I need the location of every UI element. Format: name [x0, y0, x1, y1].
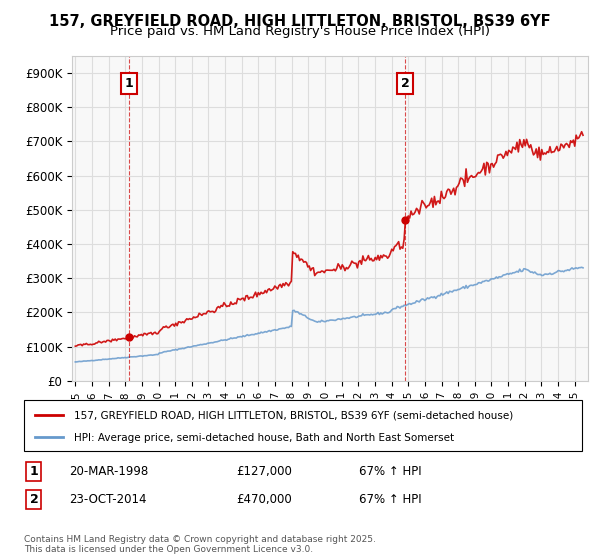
Text: Price paid vs. HM Land Registry's House Price Index (HPI): Price paid vs. HM Land Registry's House … [110, 25, 490, 38]
Text: 23-OCT-2014: 23-OCT-2014 [68, 493, 146, 506]
Text: 1: 1 [125, 77, 133, 90]
Text: 67% ↑ HPI: 67% ↑ HPI [359, 465, 421, 478]
Text: 157, GREYFIELD ROAD, HIGH LITTLETON, BRISTOL, BS39 6YF (semi-detached house): 157, GREYFIELD ROAD, HIGH LITTLETON, BRI… [74, 410, 514, 421]
Text: 157, GREYFIELD ROAD, HIGH LITTLETON, BRISTOL, BS39 6YF: 157, GREYFIELD ROAD, HIGH LITTLETON, BRI… [49, 14, 551, 29]
Text: 2: 2 [401, 77, 409, 90]
Text: 20-MAR-1998: 20-MAR-1998 [68, 465, 148, 478]
Text: £470,000: £470,000 [236, 493, 292, 506]
Text: 67% ↑ HPI: 67% ↑ HPI [359, 493, 421, 506]
FancyBboxPatch shape [24, 400, 582, 451]
Text: Contains HM Land Registry data © Crown copyright and database right 2025.
This d: Contains HM Land Registry data © Crown c… [24, 535, 376, 554]
Text: 2: 2 [29, 493, 38, 506]
Text: £127,000: £127,000 [236, 465, 292, 478]
Text: HPI: Average price, semi-detached house, Bath and North East Somerset: HPI: Average price, semi-detached house,… [74, 433, 454, 443]
Text: 1: 1 [29, 465, 38, 478]
